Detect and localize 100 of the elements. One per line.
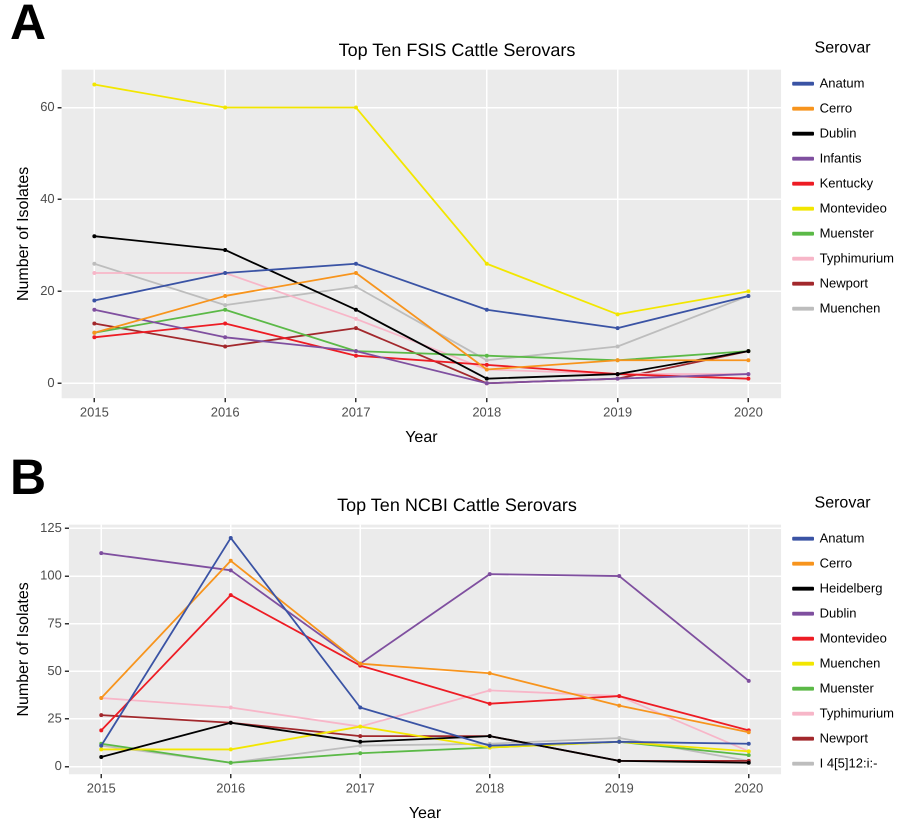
point (617, 736, 622, 740)
point (484, 308, 489, 312)
legend-label: Dublin (820, 605, 856, 620)
point (228, 747, 233, 752)
point (228, 558, 233, 563)
legend-label: Typhimurium (820, 250, 894, 266)
point (354, 106, 358, 110)
point (92, 82, 96, 87)
y-tick-label: 0 (54, 758, 62, 774)
point (488, 671, 492, 676)
text: B (10, 448, 46, 505)
point (358, 706, 362, 710)
legend-label: I 4[5]12:i:- (820, 755, 878, 770)
point (228, 536, 233, 540)
point (484, 376, 489, 381)
x-tick-label: 2019 (603, 404, 632, 420)
point (354, 316, 358, 321)
x-axis-title: Year (408, 804, 442, 822)
point (223, 344, 228, 348)
point (617, 574, 622, 578)
x-tick-label: 2018 (475, 780, 504, 796)
point (223, 294, 228, 298)
legend-label: Newport (820, 730, 868, 746)
point (99, 747, 104, 752)
chart-title: Top Ten NCBI Cattle Serovars (337, 494, 577, 515)
point (228, 706, 233, 710)
legend-label: Newport (820, 275, 868, 290)
point (488, 572, 492, 576)
x-tick-label: 2017 (342, 404, 370, 420)
point (746, 753, 751, 758)
point (617, 704, 622, 708)
x-tick-label: 2017 (346, 780, 375, 796)
y-tick-label: 100 (40, 568, 62, 583)
point (488, 688, 492, 692)
point (354, 326, 358, 330)
legend-label: Typhimurium (820, 705, 894, 720)
x-tick-label: 2018 (472, 404, 502, 420)
point (223, 335, 228, 340)
point (92, 234, 96, 238)
point (484, 262, 489, 266)
point (354, 270, 358, 275)
y-tick-label: 25 (47, 710, 62, 726)
point (488, 702, 492, 706)
legend-label: Infantis (820, 150, 862, 166)
point (358, 751, 362, 756)
y-tick-label: 125 (40, 520, 62, 535)
point (228, 593, 233, 598)
point (223, 303, 228, 308)
y-tick-label: 20 (40, 282, 55, 298)
legend-label: Muenchen (820, 655, 880, 670)
chart-title: Top Ten FSIS Cattle Serovars (338, 40, 576, 60)
point (223, 308, 228, 312)
point (746, 358, 750, 362)
point (92, 298, 96, 303)
text: A (10, 0, 46, 50)
x-tick-label: 2020 (734, 780, 764, 796)
legend-label: Anatum (820, 530, 864, 546)
legend-label: Montevideo (820, 200, 887, 216)
point (92, 322, 96, 326)
x-tick-label: 2020 (734, 404, 763, 420)
y-tick-label: 60 (40, 99, 55, 114)
legend-label: Muenster (820, 225, 874, 240)
legend-label: Cerro (820, 555, 852, 570)
point (92, 335, 96, 340)
legend-title: Serovar (814, 39, 872, 56)
point (354, 308, 358, 312)
point (358, 744, 362, 748)
legend-label: Muenchen (820, 300, 880, 316)
legend-title: Serovar (814, 494, 872, 512)
y-tick-label: 40 (40, 191, 55, 206)
point (616, 312, 620, 316)
point (746, 289, 750, 294)
point (484, 354, 489, 358)
y-tick-label: 50 (47, 662, 62, 678)
legend-label: Dublin (820, 125, 856, 140)
point (99, 755, 104, 760)
x-tick-label: 2016 (210, 404, 240, 420)
point (746, 742, 751, 746)
point (616, 344, 620, 348)
point (616, 326, 620, 330)
point (358, 734, 362, 738)
point (92, 270, 96, 275)
point (484, 358, 489, 362)
point (354, 262, 358, 266)
legend-label: Kentucky (820, 175, 874, 190)
point (354, 284, 358, 289)
y-axis-title: Number of Isolates (15, 582, 32, 717)
x-tick-label: 2016 (216, 780, 246, 796)
point (223, 248, 228, 252)
x-axis-title: Year (405, 428, 438, 446)
point (484, 362, 489, 367)
point (99, 551, 104, 556)
point (354, 354, 358, 358)
point (92, 262, 96, 266)
legend-label: Cerro (820, 100, 852, 116)
point (358, 740, 362, 744)
point (228, 568, 233, 572)
point (92, 308, 96, 312)
point (99, 728, 104, 732)
point (223, 322, 228, 326)
